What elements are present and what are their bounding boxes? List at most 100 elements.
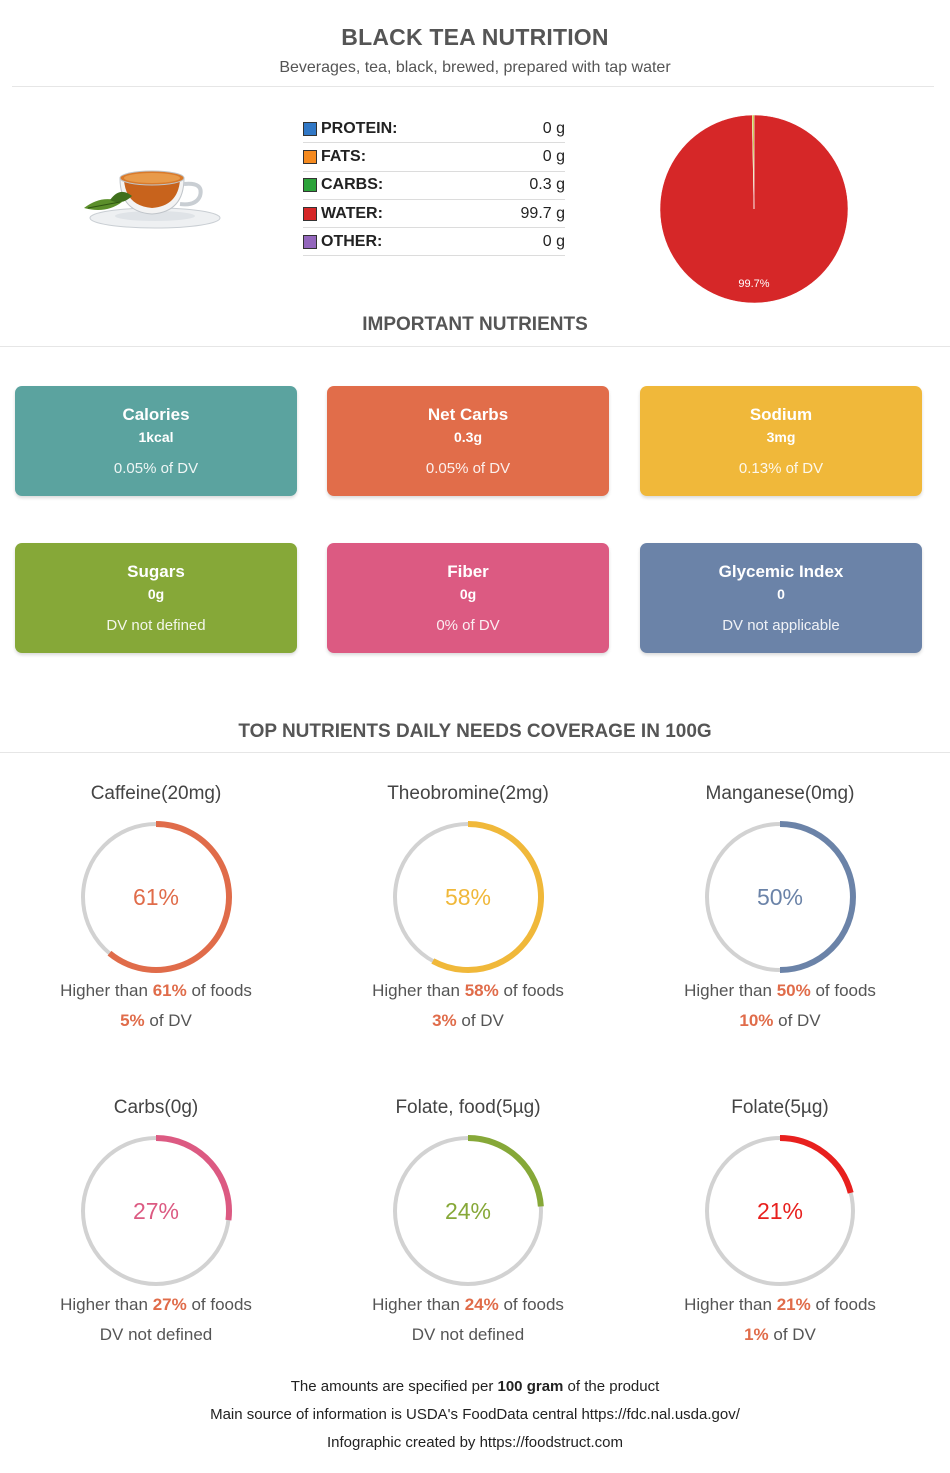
card-name: Sodium <box>749 405 813 424</box>
card-amount: 3mg <box>766 429 796 445</box>
higher-value: 50% <box>776 981 811 1000</box>
card-dv: 0.05% of DV <box>425 460 511 477</box>
footer-line-3: Infographic created by https://foodstruc… <box>327 1434 623 1451</box>
gauge-title: Folate, food(5µg) <box>395 1097 541 1118</box>
gauge-arc <box>431 821 544 973</box>
macro-label: OTHER: <box>321 232 383 250</box>
higher-value: 27% <box>152 1295 187 1314</box>
gauge-title: Folate(5µg) <box>731 1097 829 1118</box>
macro-value: 99.7 g <box>520 204 565 222</box>
macro-value: 0 g <box>542 147 565 165</box>
footer-bold: 100 gram <box>497 1378 564 1395</box>
card-name: Fiber <box>447 562 489 581</box>
higher-prefix: Higher than <box>684 981 777 1000</box>
macro-pie-chart: 99.7% <box>659 114 849 304</box>
footer-suffix: of the product <box>563 1378 660 1395</box>
card-dv: DV not defined <box>106 617 206 634</box>
card-sugars: Sugars 0g DV not defined <box>15 543 297 653</box>
card-glycemic-index: Glycemic Index 0 DV not applicable <box>640 543 922 653</box>
gauge-arc <box>779 1135 854 1194</box>
macro-value: 0.3 g <box>529 176 565 194</box>
header-divider <box>12 86 934 87</box>
pie-slice-carbs <box>751 114 755 210</box>
gauge-ring: 21% <box>700 1131 860 1291</box>
higher-suffix: of foods <box>498 1295 564 1314</box>
gauge-ring: 27% <box>76 1131 236 1291</box>
higher-value: 21% <box>776 1295 811 1314</box>
coverage-title: TOP NUTRIENTS DAILY NEEDS COVERAGE IN 10… <box>238 721 712 742</box>
macro-row-protein: PROTEIN: 0 g <box>303 115 565 144</box>
page-subtitle: Beverages, tea, black, brewed, prepared … <box>279 59 671 76</box>
footer-prefix: The amounts are specified per <box>290 1378 498 1395</box>
gauge-percent: 61% <box>132 884 180 910</box>
dv-suffix: DV not defined <box>411 1325 525 1344</box>
macro-value: 0 g <box>542 119 565 137</box>
gauge-theobromine: Theobromine(2mg) 58% Higher than 58% of … <box>312 783 624 1037</box>
gauge-dv-line: 3% of DV <box>312 1011 624 1037</box>
card-sodium: Sodium 3mg 0.13% of DV <box>640 386 922 496</box>
card-name: Sugars <box>127 562 185 581</box>
gauge-percent: 21% <box>756 1198 804 1224</box>
macro-label: WATER: <box>321 204 383 222</box>
gauge-arc <box>779 821 856 973</box>
card-name: Calories <box>122 405 190 424</box>
gauge-ring: 50% <box>700 817 860 977</box>
gauge-higher-line: Higher than 58% of foods <box>312 981 624 1007</box>
gauge-arc <box>467 1135 544 1207</box>
dv-value: 1% <box>744 1325 769 1344</box>
card-dv: 0.13% of DV <box>738 460 824 477</box>
gauge-manganese: Manganese(0mg) 50% Higher than 50% of fo… <box>624 783 936 1037</box>
card-dv: 0% of DV <box>436 617 500 634</box>
gauge-ring: 24% <box>388 1131 548 1291</box>
carbs-swatch <box>303 178 317 193</box>
gauge-title: Carbs(0g) <box>113 1097 199 1118</box>
higher-value: 24% <box>464 1295 499 1314</box>
important-nutrients-title: IMPORTANT NUTRIENTS <box>362 314 588 335</box>
gauge-percent: 27% <box>132 1198 180 1224</box>
protein-swatch <box>303 121 317 136</box>
gauge-higher-line: Higher than 27% of foods <box>0 1295 312 1321</box>
pie-label: 99.7% <box>738 278 769 290</box>
water-swatch <box>303 206 317 221</box>
higher-suffix: of foods <box>186 1295 252 1314</box>
macro-label: CARBS: <box>321 176 384 194</box>
higher-suffix: of foods <box>810 1295 876 1314</box>
page-title: BLACK TEA NUTRITION <box>341 24 609 50</box>
card-net-carbs: Net Carbs 0.3g 0.05% of DV <box>327 386 609 496</box>
fats-swatch <box>303 149 317 164</box>
higher-value: 58% <box>464 981 499 1000</box>
other-swatch <box>303 234 317 249</box>
dv-suffix: of DV <box>768 1325 816 1344</box>
gauge-folate: Folate(5µg) 21% Higher than 21% of foods… <box>624 1097 936 1351</box>
dv-value: 10% <box>739 1011 774 1030</box>
higher-prefix: Higher than <box>60 1295 153 1314</box>
gauge-title: Theobromine(2mg) <box>387 783 549 804</box>
card-fiber: Fiber 0g 0% of DV <box>327 543 609 653</box>
gauge-folate-food: Folate, food(5µg) 24% Higher than 24% of… <box>312 1097 624 1351</box>
dv-suffix: of DV <box>144 1011 192 1030</box>
gauge-ring: 61% <box>76 817 236 977</box>
gauge-dv-line: 10% of DV <box>624 1011 936 1037</box>
footer-line-1: The amounts are specified per 100 gram o… <box>0 1378 950 1395</box>
higher-suffix: of foods <box>810 981 876 1000</box>
dv-value: 3% <box>432 1011 457 1030</box>
gauge-carbs: Carbs(0g) 27% Higher than 27% of foods D… <box>0 1097 312 1351</box>
gauge-dv-line: 5% of DV <box>0 1011 312 1037</box>
card-amount: 0.3g <box>453 429 482 445</box>
card-amount: 0 <box>777 586 785 602</box>
dv-suffix: of DV <box>773 1011 821 1030</box>
tea-cup-image <box>80 150 230 245</box>
card-dv: DV not applicable <box>722 617 840 634</box>
gauge-dv-line: DV not defined <box>312 1325 624 1351</box>
macro-row-water: WATER: 99.7 g <box>303 200 565 229</box>
card-name: Net Carbs <box>427 405 509 424</box>
card-dv: 0.05% of DV <box>113 460 199 477</box>
macro-table: PROTEIN: 0 g FATS: 0 g CARBS: 0.3 g WATE… <box>303 115 565 257</box>
macro-row-carbs: CARBS: 0.3 g <box>303 172 565 200</box>
card-amount: 0g <box>147 586 165 602</box>
gauge-higher-line: Higher than 50% of foods <box>624 981 936 1007</box>
gauge-arc <box>155 1135 232 1221</box>
gauge-title: Caffeine(20mg) <box>90 783 222 804</box>
dv-suffix: of DV <box>456 1011 504 1030</box>
gauge-percent: 58% <box>444 884 492 910</box>
